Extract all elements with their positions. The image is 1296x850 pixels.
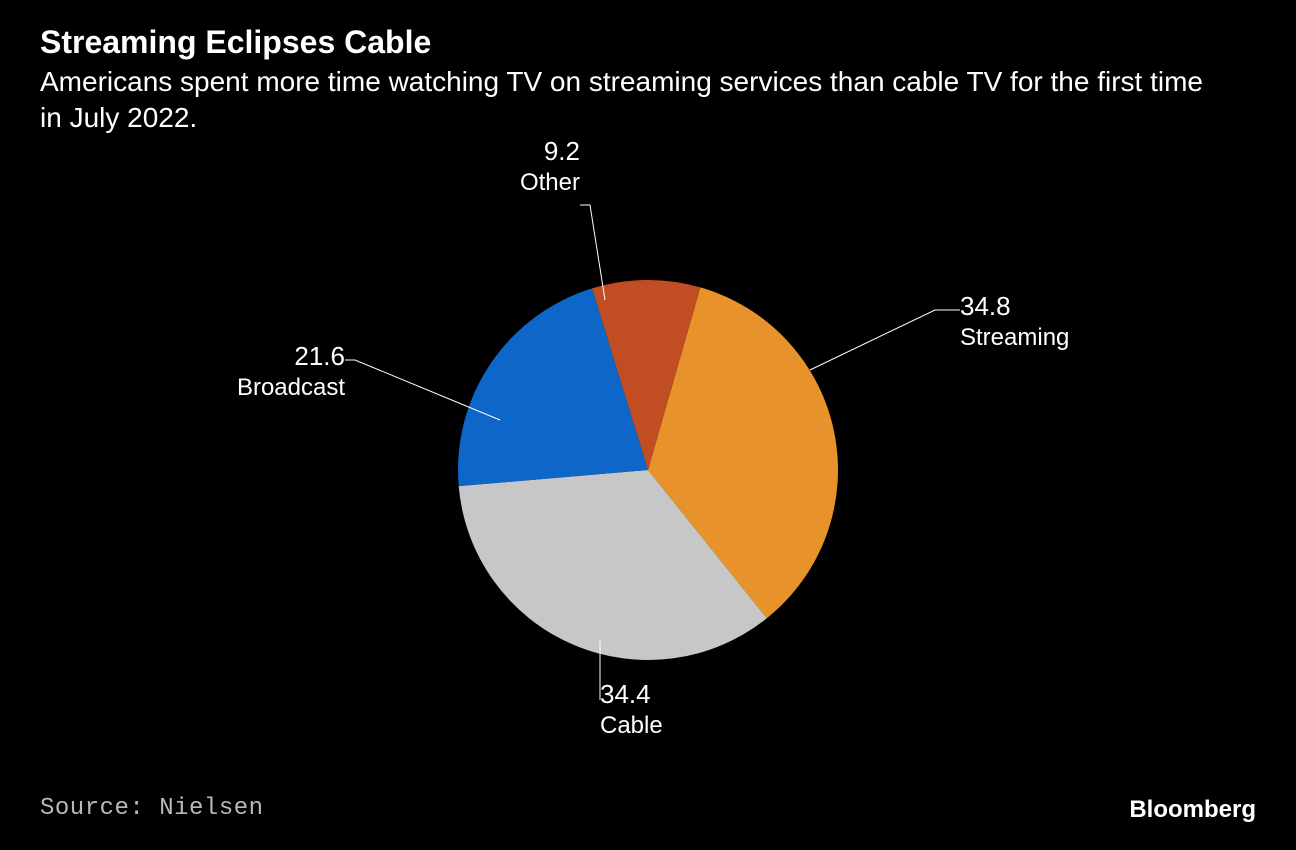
slice-value: 34.4 <box>600 678 663 711</box>
slice-name: Other <box>520 168 580 198</box>
slice-name: Streaming <box>960 323 1069 353</box>
leader-line <box>810 310 960 370</box>
slice-label-streaming: 34.8Streaming <box>960 290 1069 353</box>
slice-value: 21.6 <box>237 340 345 373</box>
source-label: Source: Nielsen <box>40 795 264 822</box>
brand-label: Bloomberg <box>1129 796 1256 824</box>
slice-value: 9.2 <box>520 135 580 168</box>
slice-name: Broadcast <box>237 373 345 403</box>
slice-label-broadcast: 21.6Broadcast <box>237 340 345 403</box>
slice-name: Cable <box>600 711 663 741</box>
slice-label-other: 9.2Other <box>520 135 580 198</box>
slice-value: 34.8 <box>960 290 1069 323</box>
leader-line <box>580 205 605 300</box>
slice-label-cable: 34.4Cable <box>600 678 663 741</box>
